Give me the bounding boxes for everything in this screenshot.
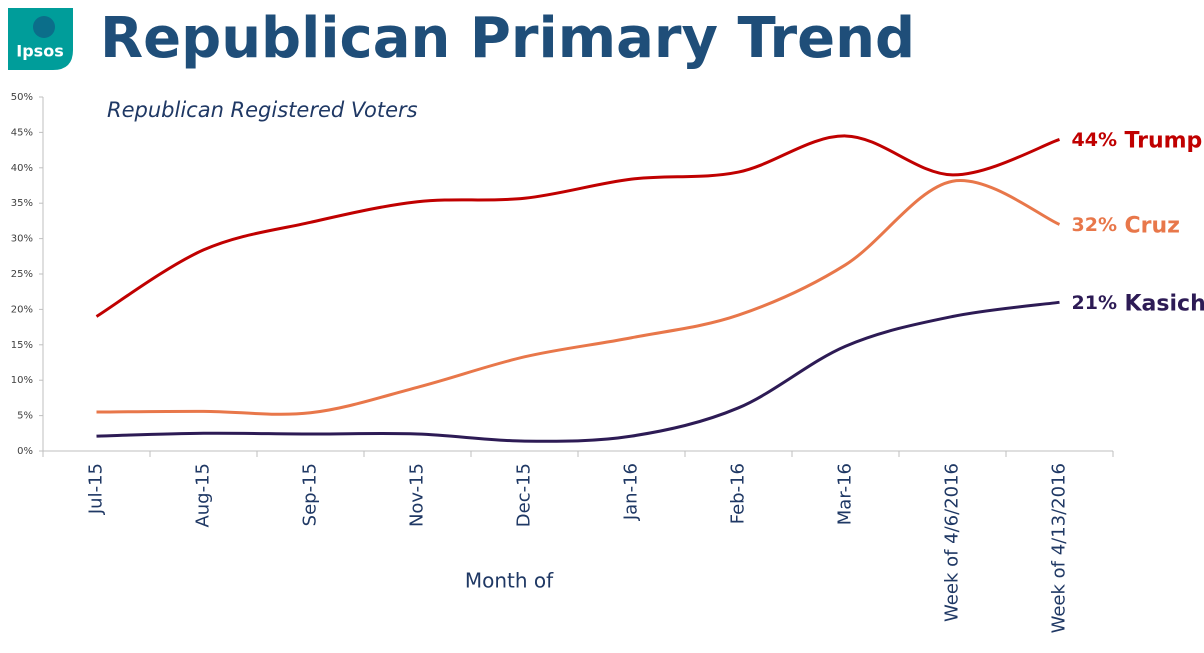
x-tick-label: Jul-15 <box>86 463 107 515</box>
series-label: Kasich <box>1125 291 1204 316</box>
x-axis-label: Month of <box>465 569 554 593</box>
series-line <box>96 179 1061 416</box>
chart-subtitle: Republican Registered Voters <box>107 98 418 122</box>
logo-text: Ipsos <box>16 42 63 61</box>
value-label: 21% <box>1072 292 1117 314</box>
x-tick-label: Feb-16 <box>728 463 749 524</box>
x-tick-label: Jan-16 <box>621 463 642 521</box>
y-tick-label: 15% <box>11 340 33 351</box>
y-tick-label: 45% <box>11 127 33 138</box>
logo-head <box>33 16 55 38</box>
y-tick-label: 25% <box>11 269 33 280</box>
x-tick-label: Nov-15 <box>407 463 428 527</box>
y-tick-label: 10% <box>11 375 33 386</box>
logo-badge <box>8 8 73 70</box>
y-tick-label: 5% <box>17 411 33 422</box>
series-label: Trump <box>1125 128 1203 153</box>
x-tick-label: Week of 4/6/2016 <box>942 463 963 622</box>
series-line <box>96 300 1060 443</box>
x-tick-label: Aug-15 <box>193 463 214 528</box>
x-tick-label: Dec-15 <box>514 463 535 527</box>
logo: Ipsos <box>8 8 73 70</box>
y-tick-label: 20% <box>11 304 33 315</box>
y-tick-label: 40% <box>11 163 33 174</box>
y-tick-label: 50% <box>11 92 33 103</box>
x-tick-label: Sep-15 <box>300 463 321 526</box>
x-tick-label: Mar-16 <box>835 463 856 525</box>
series-line <box>95 134 1060 318</box>
chart-title: Republican Primary Trend <box>100 6 915 71</box>
value-label: 32% <box>1072 214 1117 236</box>
y-tick-label: 0% <box>17 446 33 457</box>
y-tick-label: 35% <box>11 198 33 209</box>
x-tick-label: Week of 4/13/2016 <box>1049 463 1070 633</box>
y-tick-label: 30% <box>11 234 33 245</box>
value-label: 44% <box>1072 129 1117 151</box>
series-label: Cruz <box>1125 213 1180 238</box>
